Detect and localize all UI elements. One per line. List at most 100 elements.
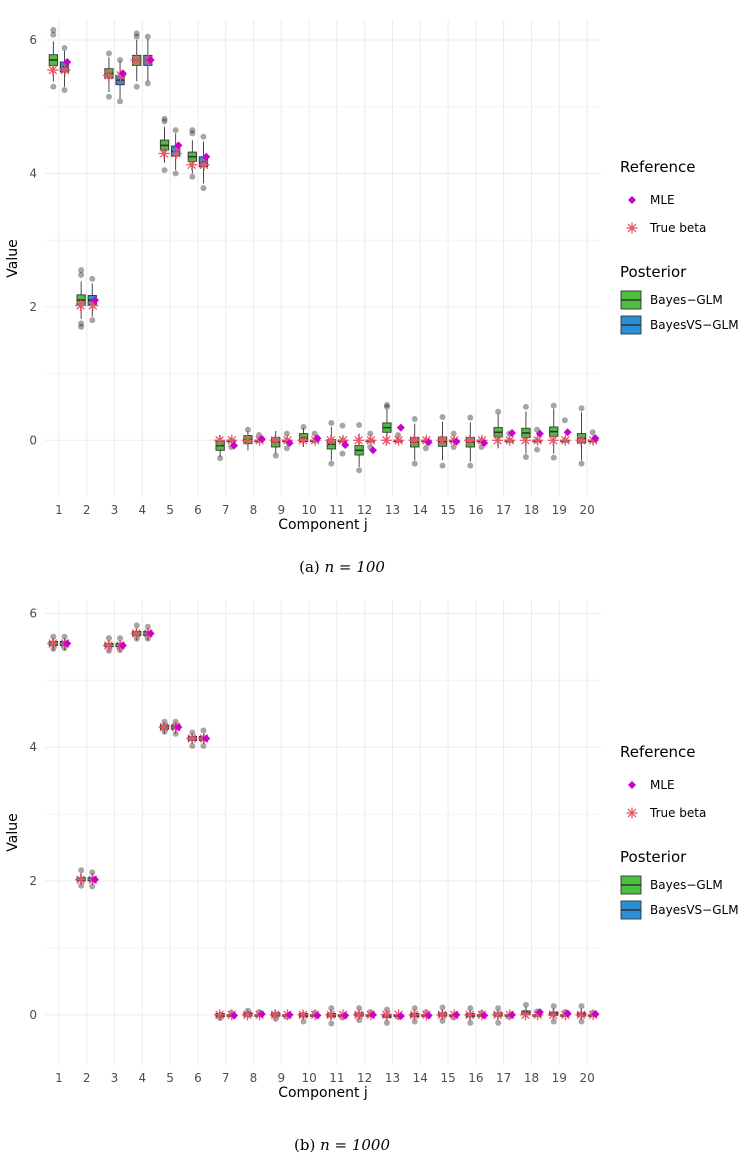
x-tick-label: 13	[385, 503, 400, 517]
outlier-point	[61, 633, 68, 640]
outlier-point	[78, 867, 85, 874]
true-beta-marker	[408, 434, 420, 446]
outlier-point	[89, 317, 96, 324]
outlier-point	[383, 1019, 390, 1026]
outlier-point	[328, 1020, 335, 1027]
outlier-point	[383, 401, 390, 408]
true-beta-marker	[241, 1009, 253, 1021]
outlier-point	[339, 450, 346, 457]
outlier-point	[522, 1001, 529, 1008]
x-tick-label: 6	[194, 503, 202, 517]
legend: Reference MLE True beta Posterior Bayes−GLM B…	[620, 158, 739, 335]
outlier-point	[200, 185, 207, 192]
true-beta-marker	[519, 1009, 531, 1021]
figure-panel-a: 0 2 4 6 1 2 3 4 5 6 7 8 9 10 11 12 13 14 15 16 17 18 19 20 Compo…	[5, 20, 739, 576]
x-tick-label: 16	[468, 503, 483, 517]
outlier-point	[522, 453, 529, 460]
outlier-point	[589, 429, 596, 436]
true-beta-marker	[380, 1009, 392, 1021]
outlier-point	[50, 83, 57, 90]
x-tick-label: 11	[329, 503, 344, 517]
mle-marker	[535, 1008, 544, 1017]
legend-title-posterior: Posterior	[620, 263, 687, 281]
true-beta-marker	[130, 627, 142, 639]
x-tick-label: 11	[329, 1071, 344, 1085]
legend-label-series: Bayes−GLM	[650, 293, 723, 307]
outlier-point	[50, 27, 57, 34]
outlier-point	[328, 460, 335, 467]
true-beta-marker	[186, 732, 198, 744]
y-tick-label: 0	[29, 1008, 37, 1022]
true-beta-marker	[102, 69, 114, 81]
outlier-point	[495, 1019, 502, 1026]
true-beta-marker	[186, 159, 198, 171]
mle-marker	[257, 434, 266, 443]
true-beta-marker	[269, 434, 281, 446]
outlier-point	[200, 727, 207, 734]
figure-panel-b: 0 2 4 6 1 2 3 4 5 6 7 8 9 10 11 12 13 14 15 16 17 18 19 20 Compo…	[0, 590, 753, 1169]
outlier-point	[78, 271, 85, 278]
outlier-point	[495, 1005, 502, 1012]
y-tick-label: 4	[29, 166, 37, 180]
legend-label-true-beta: True beta	[649, 806, 706, 820]
x-tick-label: 9	[277, 503, 285, 517]
outlier-point	[172, 170, 179, 177]
grid	[45, 600, 601, 1065]
mle-marker	[563, 1009, 572, 1018]
legend-title-posterior: Posterior	[620, 848, 687, 866]
mle-marker	[313, 1011, 322, 1020]
outlier-point	[117, 635, 124, 642]
mle-marker	[369, 1010, 378, 1019]
true-beta-marker	[547, 1009, 559, 1021]
true-beta-marker	[380, 434, 392, 446]
outlier-point	[339, 422, 346, 429]
true-beta-marker	[75, 300, 87, 312]
caption-b: (b) n = 1000	[294, 1136, 390, 1154]
outlier-point	[561, 417, 568, 424]
true-beta-marker	[464, 1009, 476, 1021]
x-tick-label: 1	[55, 503, 63, 517]
outlier-point	[495, 408, 502, 415]
y-tick-label: 4	[29, 740, 37, 754]
true-beta-marker	[241, 434, 253, 446]
outlier-point	[411, 1005, 418, 1012]
legend-label-series: BayesVS−GLM	[650, 318, 739, 332]
outlier-point	[534, 446, 541, 453]
x-tick-label: 19	[552, 503, 567, 517]
mle-marker	[174, 141, 183, 150]
legend-title-reference: Reference	[620, 158, 696, 176]
legend: Reference MLE True beta Posterior Bayes−GLM B…	[620, 743, 739, 920]
outlier-point	[311, 430, 318, 437]
true-beta-marker	[575, 434, 587, 446]
mle-marker	[91, 875, 100, 884]
outlier-point	[300, 423, 307, 430]
outlier-point	[105, 50, 112, 57]
outlier-point	[144, 33, 151, 40]
true-beta-marker	[47, 64, 59, 76]
outlier-point	[133, 622, 140, 629]
x-tick-label: 18	[524, 503, 539, 517]
outlier-point	[578, 1003, 585, 1010]
x-tick-label: 15	[440, 1071, 455, 1085]
true-beta-marker	[214, 434, 226, 446]
outlier-point	[189, 742, 196, 749]
x-tick-label: 1	[55, 1071, 63, 1085]
outlier-point	[300, 1018, 307, 1025]
true-beta-marker	[547, 434, 559, 446]
x-tick-label: 8	[250, 503, 258, 517]
mle-marker	[535, 429, 544, 438]
mle-marker	[424, 1011, 433, 1020]
outlier-point	[200, 742, 207, 749]
true-beta-marker	[365, 434, 377, 446]
mle-marker	[591, 434, 600, 443]
mle-marker	[285, 438, 294, 447]
outlier-point	[328, 1005, 335, 1012]
caption-b-math: n = 1000	[320, 1136, 391, 1154]
true-beta-marker	[269, 1009, 281, 1021]
mle-marker	[341, 1011, 350, 1020]
mle-marker	[313, 434, 322, 443]
y-tick-label: 2	[29, 874, 37, 888]
x-tick-label: 3	[111, 503, 119, 517]
outlier-point	[200, 133, 207, 140]
